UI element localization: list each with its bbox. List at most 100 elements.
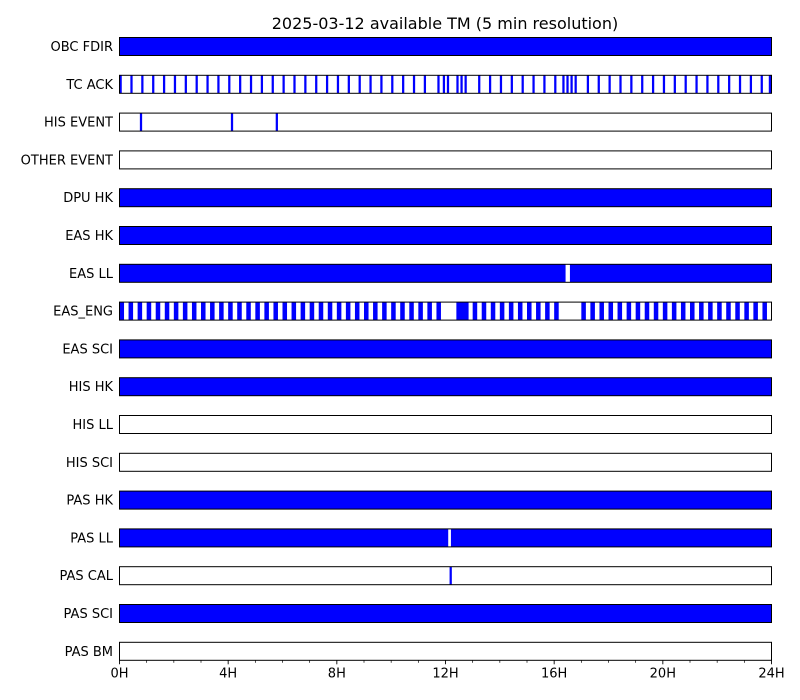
availability-bar [173, 302, 179, 321]
row-label: HIS LL [73, 418, 114, 433]
availability-bar [510, 75, 513, 94]
availability-bar [409, 302, 414, 321]
availability-bar [309, 302, 315, 321]
availability-bar [230, 113, 234, 132]
timeline-row: HIS LL [73, 415, 772, 434]
availability-bar [626, 302, 632, 321]
availability-bar [382, 302, 387, 321]
availability-bar [651, 75, 655, 94]
row-label: OTHER EVENT [21, 153, 113, 168]
row-frame [119, 377, 772, 397]
availability-bar [210, 302, 215, 321]
availability-bar [545, 302, 550, 321]
availability-bar [354, 302, 360, 321]
availability-bar [273, 302, 278, 321]
availability-bar [119, 37, 772, 56]
availability-bar [345, 302, 351, 321]
timeline-row: EAS HK [65, 226, 772, 245]
availability-bar [753, 302, 758, 321]
availability-bar [373, 302, 378, 321]
availability-bar [119, 528, 449, 547]
x-axis: 0H 4H 8H 12H 16H 20H 24H [110, 660, 785, 681]
availability-bar [155, 302, 161, 321]
availability-bar [728, 75, 731, 94]
row-background [119, 113, 772, 132]
availability-bar [119, 302, 125, 321]
availability-bar [255, 302, 260, 321]
timeline-row: PAS LL [70, 528, 772, 548]
availability-bar [662, 302, 668, 321]
availability-bar [325, 75, 329, 94]
row-background [119, 642, 772, 661]
availability-bar [569, 264, 772, 283]
availability-bar [364, 302, 369, 321]
timeline-row: HIS SCI [66, 452, 772, 472]
row-background [119, 415, 772, 434]
availability-bar [608, 302, 614, 321]
availability-bar [536, 302, 541, 321]
x-tick-label: 4H [219, 666, 237, 681]
availability-bar [437, 75, 440, 94]
timeline-row: PAS BM [65, 641, 772, 661]
row-label: EAS_ENG [53, 305, 113, 320]
availability-bar [478, 75, 481, 94]
availability-bar [402, 75, 405, 94]
availability-bar [282, 75, 285, 94]
availability-bar [680, 302, 686, 321]
availability-bar [318, 302, 324, 321]
availability-bar [217, 75, 220, 94]
availability-bar [130, 75, 133, 94]
availability-bar [586, 75, 590, 94]
timeline-row: EAS LL [69, 263, 772, 283]
availability-bar [391, 302, 396, 321]
availability-bar [641, 75, 644, 94]
availability-bar [336, 302, 342, 321]
x-tick-label: 20H [650, 666, 676, 681]
row-label: HIS EVENT [44, 116, 113, 131]
row-frame [119, 112, 772, 132]
availability-bar [717, 75, 720, 94]
availability-bar [590, 302, 595, 321]
availability-bar [119, 377, 772, 396]
availability-bar [300, 302, 306, 321]
x-tick-label: 12H [432, 666, 458, 681]
row-frame [119, 263, 772, 283]
timeline-row: EAS_ENG [53, 301, 772, 321]
availability-bar [282, 302, 288, 321]
availability-bar [327, 302, 333, 321]
availability-bar [358, 75, 361, 94]
availability-bar [630, 75, 633, 94]
row-frame [119, 490, 772, 510]
row-label: PAS BM [65, 645, 113, 660]
availability-bar [119, 188, 772, 207]
availability-bar [581, 302, 586, 321]
row-label: DPU HK [63, 191, 113, 206]
availability-bar [671, 302, 677, 321]
availability-bar [239, 75, 242, 94]
availability-bar [499, 75, 503, 94]
availability-bar [119, 339, 772, 358]
availability-bar [264, 302, 269, 321]
availability-bar [201, 302, 206, 321]
availability-bar [760, 75, 763, 94]
availability-bar [570, 75, 573, 94]
chart-title: 2025-03-12 available TM (5 min resolutio… [272, 14, 618, 33]
availability-bar [738, 75, 742, 94]
availability-bar [599, 302, 604, 321]
row-background [119, 566, 772, 585]
availability-bar [456, 302, 469, 321]
availability-bar [653, 302, 659, 321]
availability-bar [706, 75, 709, 94]
timeline-row: EAS SCI [62, 339, 772, 359]
row-frame [119, 452, 772, 472]
availability-bar [436, 302, 441, 321]
availability-bar [427, 302, 432, 321]
availability-bar [744, 302, 749, 321]
timeline-row: DPU HK [63, 188, 772, 208]
availability-bar [412, 75, 416, 94]
availability-bar [644, 302, 650, 321]
availability-bar [554, 75, 557, 94]
availability-bar [446, 75, 450, 94]
availability-bar [137, 302, 143, 321]
availability-bar [228, 75, 231, 94]
